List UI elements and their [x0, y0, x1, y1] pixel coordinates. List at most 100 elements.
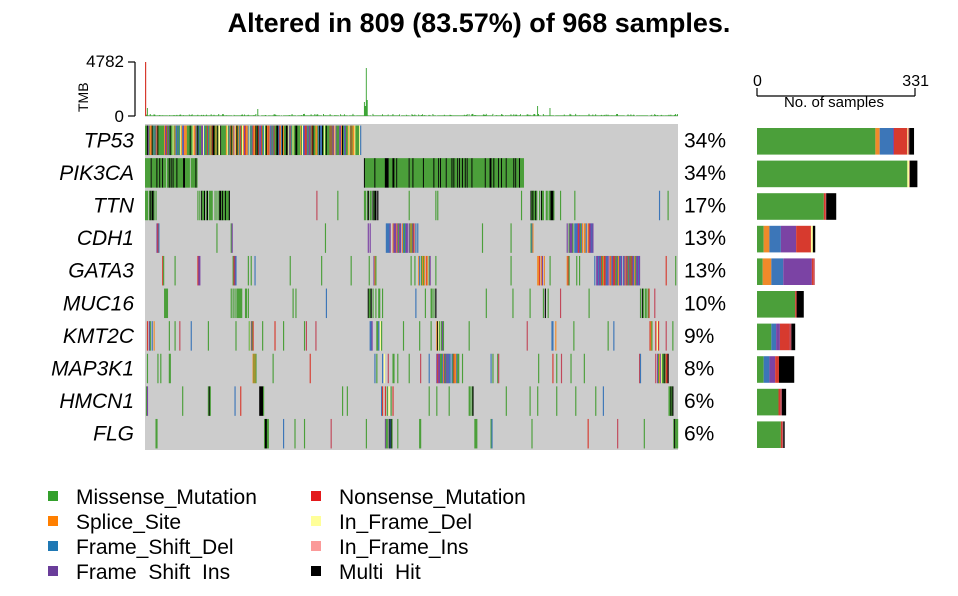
bar-segment	[775, 356, 779, 383]
mutation-cell	[367, 288, 369, 319]
samples-tick-label-max: 331	[902, 73, 929, 90]
legend-label: Frame_Shift_Ins	[76, 561, 231, 580]
mutation-cell	[156, 158, 158, 188]
mutation-cell	[598, 255, 600, 286]
mutation-cell	[288, 125, 290, 156]
mutation-cell	[234, 255, 236, 286]
mutation-cell	[370, 288, 372, 319]
mutation-cell	[160, 353, 162, 384]
bar-segment	[763, 225, 770, 253]
percent-label-gata3: 13%	[684, 260, 726, 283]
mutation-cell	[551, 321, 554, 351]
mutation-cell	[227, 125, 229, 156]
mutation-cell	[580, 223, 583, 253]
mutation-cell	[384, 386, 386, 416]
mutation-cell	[556, 353, 558, 384]
mutation-cell	[146, 353, 149, 384]
mutation-cell	[613, 255, 616, 286]
mutation-cell	[359, 125, 361, 156]
matrix-row-ttn	[145, 190, 669, 221]
bar-segment	[762, 258, 772, 285]
mutation-cell	[572, 223, 574, 253]
mutation-cell	[248, 321, 250, 351]
mutation-cell	[260, 125, 262, 156]
mutation-cell	[542, 288, 544, 319]
mutation-cell	[255, 353, 257, 384]
mutation-cell	[162, 255, 164, 286]
percent-label-muc16: 10%	[684, 292, 726, 315]
mutation-cell	[236, 125, 238, 156]
mutation-cell	[422, 158, 425, 188]
mutation-cell	[544, 288, 546, 319]
mutation-cell	[221, 125, 227, 156]
mutation-cell	[506, 158, 514, 188]
mutation-cell	[235, 255, 237, 286]
bar-segment	[771, 323, 777, 351]
mutation-cell	[190, 321, 192, 351]
mutation-cell	[553, 190, 555, 221]
mutation-cell	[226, 125, 228, 156]
mutation-cell	[364, 158, 375, 188]
mutation-cell	[176, 158, 178, 188]
mutation-cell	[408, 158, 410, 188]
mutation-cell	[548, 190, 551, 221]
gene-label-kmt2c: KMT2C	[63, 325, 135, 348]
mutation-cell	[633, 255, 635, 286]
mutation-cell	[354, 125, 356, 156]
mutation-cell	[308, 125, 311, 156]
bar-ttn	[757, 193, 837, 220]
mutation-cell	[531, 190, 533, 221]
mutation-cell	[583, 223, 586, 253]
mutation-cell	[254, 353, 256, 384]
mutation-cell	[183, 125, 185, 156]
mutation-cell	[675, 255, 677, 286]
mutation-cell	[228, 190, 230, 221]
mutation-cell	[566, 223, 568, 253]
mutation-cell	[198, 255, 201, 286]
mutation-cell	[163, 255, 165, 286]
mutation-cell	[545, 190, 548, 221]
bar-tp53	[757, 128, 915, 155]
mutation-cell	[559, 288, 562, 319]
mutation-cell	[190, 158, 196, 188]
mutation-cell	[303, 418, 306, 449]
legend-swatch	[48, 491, 58, 502]
mutation-cell	[247, 288, 249, 319]
mutation-cell	[514, 158, 516, 188]
mutation-cell	[156, 125, 158, 156]
mutation-cell	[369, 190, 372, 221]
mutation-cell	[224, 190, 227, 221]
mutation-cell	[261, 125, 263, 156]
mutation-cell	[623, 255, 625, 286]
mutation-cell	[216, 125, 218, 156]
mutation-cell	[512, 288, 514, 319]
mutation-cell	[660, 353, 663, 384]
mutation-cell	[549, 255, 551, 286]
mutation-cell	[204, 125, 206, 156]
percent-label-cdh1: 13%	[684, 227, 726, 250]
mutation-cell	[311, 125, 313, 156]
mutation-cell	[204, 125, 208, 156]
mutation-cell	[216, 223, 218, 253]
mutation-cell	[672, 386, 674, 416]
mutation-cell	[381, 353, 384, 384]
mutation-cell	[536, 190, 538, 221]
mutation-cell	[234, 125, 236, 156]
matrix-row-gata3	[162, 255, 677, 286]
mutation-cell	[174, 255, 176, 286]
mutation-cell	[279, 125, 281, 156]
mutation-cell	[574, 223, 578, 253]
mutation-cell	[262, 125, 264, 156]
mutation-cell	[457, 353, 460, 384]
bar-segment	[795, 291, 797, 318]
mutation-cell	[622, 255, 624, 286]
gene-label-gata3: GATA3	[68, 260, 134, 283]
mutation-cell	[373, 190, 375, 221]
tmb-spike-highlight	[145, 62, 147, 116]
legend-label: Nonsense_Mutation	[339, 486, 526, 509]
mutation-cell	[157, 158, 160, 188]
mutation-cell	[520, 158, 525, 188]
mutation-cell	[550, 190, 554, 221]
mutation-cell	[168, 353, 171, 384]
mutation-cell	[283, 125, 285, 156]
